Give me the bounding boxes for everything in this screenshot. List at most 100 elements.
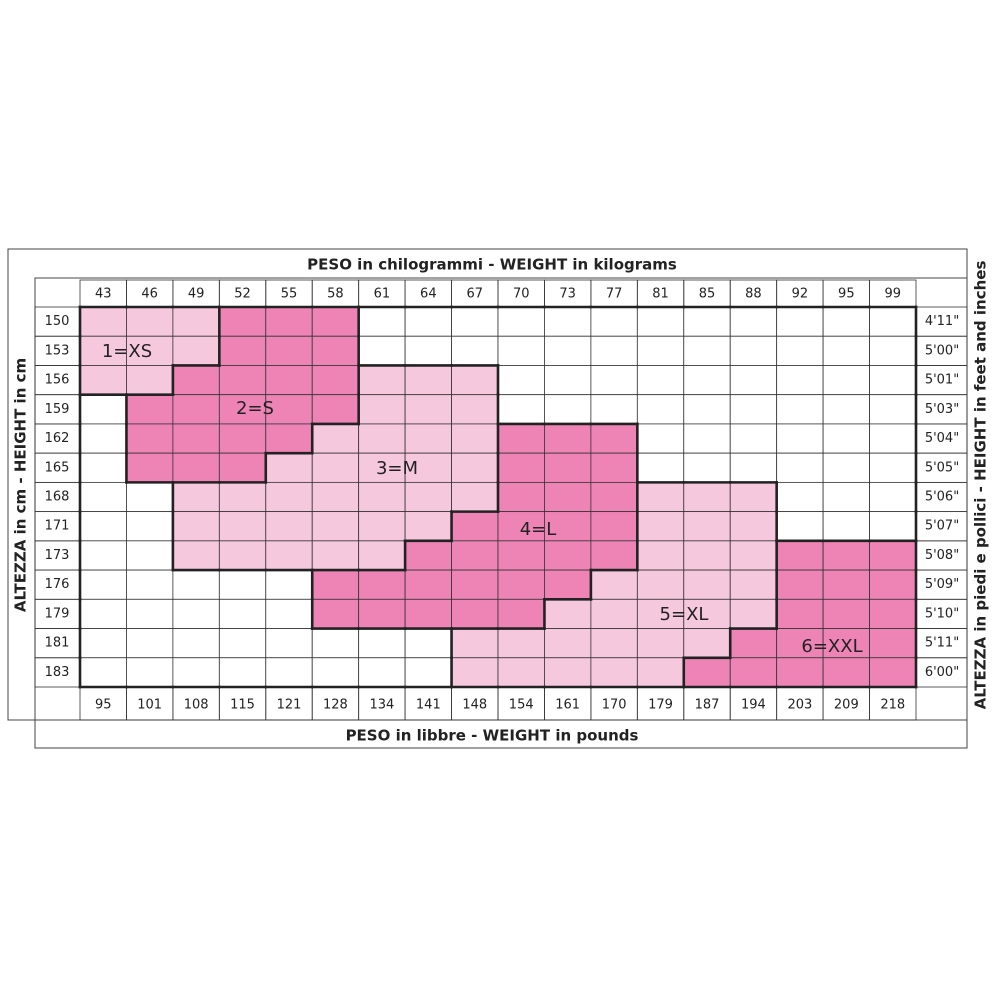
- cell: [822, 306, 870, 337]
- cell: [311, 628, 360, 659]
- cell: [869, 511, 917, 542]
- cell: [172, 540, 220, 571]
- cell: [590, 598, 638, 629]
- cell: [172, 306, 220, 337]
- cell: [172, 628, 220, 659]
- cell: [265, 569, 313, 600]
- cell: [79, 569, 127, 600]
- cell: [869, 452, 917, 483]
- cell: [636, 423, 685, 454]
- cell: [126, 452, 174, 483]
- cell: [544, 657, 592, 688]
- ft-label: 5'04": [925, 431, 959, 446]
- cell: [636, 365, 685, 396]
- top-title: PESO in chilogrammi - WEIGHT in kilogram…: [307, 256, 677, 274]
- cell: [636, 511, 685, 542]
- cell: [265, 540, 313, 571]
- cell: [729, 306, 778, 337]
- kg-label: 43: [95, 287, 112, 302]
- cm-label: 150: [45, 314, 70, 329]
- size-label: 5=XL: [660, 604, 709, 625]
- cell: [451, 569, 499, 600]
- cell: [358, 481, 406, 513]
- cell: [311, 306, 360, 337]
- cell: [636, 657, 685, 688]
- cell: [126, 335, 174, 366]
- kg-label: 67: [467, 287, 484, 302]
- cell: [126, 598, 174, 629]
- cell: [590, 569, 638, 600]
- ft-label: 5'11": [925, 636, 959, 651]
- cm-label: 179: [45, 606, 70, 621]
- cell: [869, 335, 917, 366]
- cell: [358, 423, 406, 454]
- cell: [822, 540, 870, 571]
- cell: [822, 452, 870, 483]
- cell: [497, 394, 545, 425]
- cell: [869, 423, 917, 454]
- cell: [358, 598, 406, 629]
- cell: [79, 628, 127, 659]
- cell: [172, 423, 220, 454]
- cell: [822, 335, 870, 366]
- cell: [869, 569, 917, 600]
- cell: [218, 365, 267, 396]
- cm-label: 173: [45, 548, 70, 563]
- cell: [822, 569, 870, 600]
- cell: [218, 598, 267, 629]
- cell: [218, 628, 267, 659]
- kg-label: 92: [792, 287, 809, 302]
- cell: [683, 423, 731, 454]
- cell: [636, 628, 685, 659]
- lb-label: 148: [462, 698, 487, 713]
- cell: [311, 365, 360, 396]
- cell: [683, 511, 731, 542]
- cell: [636, 598, 685, 629]
- size-label: 3=M: [376, 458, 418, 479]
- cell: [683, 335, 731, 366]
- cell: [451, 598, 499, 629]
- cell: [265, 452, 313, 483]
- lb-label: 115: [230, 698, 255, 713]
- cell: [590, 365, 638, 396]
- bottom-title: PESO in libbre - WEIGHT in pounds: [346, 727, 639, 745]
- cell: [404, 511, 452, 542]
- kg-label: 55: [281, 287, 298, 302]
- cell: [636, 481, 685, 513]
- cell: [544, 511, 592, 542]
- cell: [451, 628, 499, 659]
- ft-label: 5'09": [925, 577, 959, 592]
- cell: [218, 481, 267, 513]
- cell: [729, 394, 778, 425]
- cell: [590, 394, 638, 425]
- lb-label: 161: [555, 698, 580, 713]
- size-label: 2=S: [236, 398, 274, 419]
- cell: [544, 628, 592, 659]
- cell: [683, 365, 731, 396]
- cell: [497, 628, 545, 659]
- cm-label: 153: [45, 343, 70, 358]
- cell: [451, 481, 499, 513]
- cm-label: 156: [45, 373, 70, 388]
- ft-label: 5'05": [925, 460, 959, 475]
- cell: [265, 423, 313, 454]
- lb-label: 128: [323, 698, 348, 713]
- cell: [79, 598, 127, 629]
- cell: [544, 335, 592, 366]
- cell: [404, 598, 452, 629]
- cell: [729, 365, 778, 396]
- cell: [218, 335, 267, 366]
- cell: [451, 306, 499, 337]
- cell: [358, 540, 406, 571]
- cell: [311, 335, 360, 366]
- cell: [729, 335, 778, 366]
- cell: [79, 423, 127, 454]
- cell: [776, 452, 824, 483]
- cell: [79, 306, 127, 337]
- cell: [311, 452, 360, 483]
- lb-label: 95: [95, 698, 112, 713]
- cell: [79, 511, 127, 542]
- cell: [172, 365, 220, 396]
- cell: [404, 540, 452, 571]
- cell: [590, 511, 638, 542]
